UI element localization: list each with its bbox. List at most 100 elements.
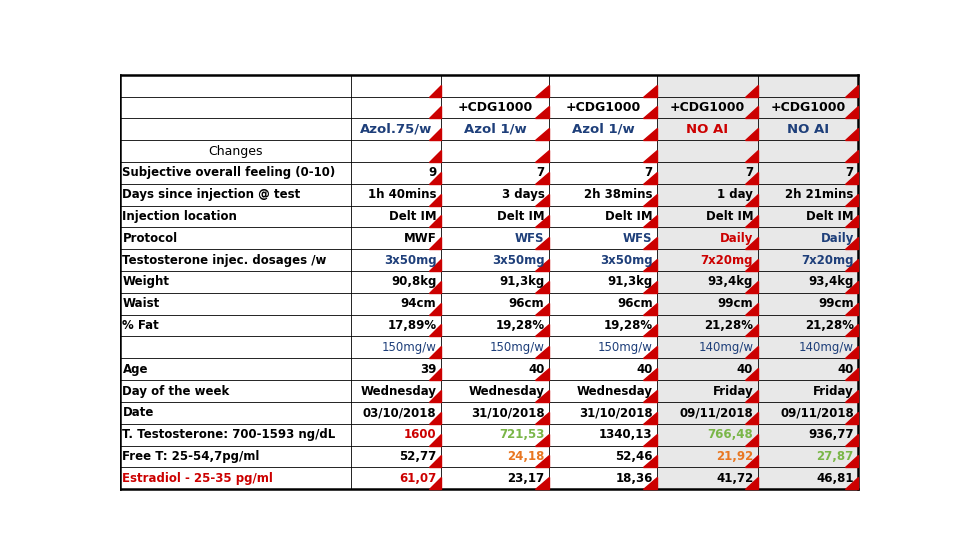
Polygon shape: [534, 302, 549, 315]
Text: Estradiol - 25-35 pg/ml: Estradiol - 25-35 pg/ml: [122, 472, 273, 485]
Polygon shape: [429, 346, 440, 358]
Text: 936,77: 936,77: [807, 428, 853, 441]
Text: 1340,13: 1340,13: [599, 428, 652, 441]
Text: 150mg/w: 150mg/w: [489, 341, 544, 354]
Text: 3x50mg: 3x50mg: [600, 253, 652, 267]
Polygon shape: [534, 194, 549, 205]
Polygon shape: [534, 455, 549, 468]
Text: 39: 39: [420, 363, 436, 376]
Polygon shape: [744, 237, 757, 250]
Polygon shape: [845, 302, 857, 315]
Text: NO AI: NO AI: [685, 123, 727, 136]
Text: MWF: MWF: [404, 232, 436, 245]
Text: 91,3kg: 91,3kg: [606, 275, 652, 289]
Text: 2h 38mins: 2h 38mins: [583, 188, 652, 201]
Text: 96cm: 96cm: [508, 298, 544, 310]
Text: +CDG1000: +CDG1000: [669, 101, 744, 114]
Polygon shape: [429, 281, 440, 293]
Text: 24,18: 24,18: [506, 450, 544, 463]
Polygon shape: [642, 150, 656, 162]
Text: +CDG1000: +CDG1000: [770, 101, 845, 114]
Text: Wednesday: Wednesday: [576, 385, 652, 397]
Polygon shape: [429, 172, 440, 184]
Polygon shape: [429, 237, 440, 250]
Text: 7: 7: [845, 166, 853, 179]
Text: Protocol: Protocol: [122, 232, 178, 245]
Text: 09/11/2018: 09/11/2018: [678, 406, 752, 420]
Text: 40: 40: [736, 363, 752, 376]
Polygon shape: [534, 390, 549, 402]
Polygon shape: [429, 259, 440, 271]
Text: +CDG1000: +CDG1000: [456, 101, 532, 114]
Text: Daily: Daily: [820, 232, 853, 245]
Text: 7x20mg: 7x20mg: [700, 253, 752, 267]
Polygon shape: [845, 346, 857, 358]
Text: 52,77: 52,77: [399, 450, 436, 463]
Polygon shape: [845, 128, 857, 140]
Text: Delt IM: Delt IM: [604, 210, 652, 223]
Polygon shape: [534, 346, 549, 358]
Text: 21,28%: 21,28%: [703, 319, 752, 332]
Polygon shape: [642, 107, 656, 118]
Text: 03/10/2018: 03/10/2018: [362, 406, 436, 420]
Polygon shape: [429, 477, 440, 489]
Text: Changes: Changes: [209, 145, 262, 157]
Text: 7: 7: [644, 166, 652, 179]
Polygon shape: [845, 172, 857, 184]
Text: 31/10/2018: 31/10/2018: [470, 406, 544, 420]
Polygon shape: [534, 368, 549, 380]
Text: 3 days: 3 days: [501, 188, 544, 201]
Polygon shape: [845, 390, 857, 402]
Text: Injection location: Injection location: [122, 210, 237, 223]
Polygon shape: [744, 128, 757, 140]
Polygon shape: [744, 302, 757, 315]
Polygon shape: [845, 237, 857, 250]
Polygon shape: [534, 281, 549, 293]
Polygon shape: [744, 325, 757, 337]
Text: Daily: Daily: [719, 232, 752, 245]
Text: 61,07: 61,07: [399, 472, 436, 485]
Polygon shape: [845, 412, 857, 424]
Text: % Fat: % Fat: [122, 319, 160, 332]
Polygon shape: [642, 325, 656, 337]
Polygon shape: [744, 259, 757, 271]
Polygon shape: [744, 455, 757, 468]
Text: Day of the week: Day of the week: [122, 385, 230, 397]
Polygon shape: [534, 128, 549, 140]
Text: 150mg/w: 150mg/w: [382, 341, 436, 354]
Polygon shape: [642, 455, 656, 468]
Polygon shape: [429, 150, 440, 162]
Polygon shape: [534, 412, 549, 424]
Text: 52,46: 52,46: [614, 450, 652, 463]
Text: 19,28%: 19,28%: [603, 319, 652, 332]
Text: Azol 1/w: Azol 1/w: [463, 123, 526, 136]
Text: Age: Age: [122, 363, 148, 376]
Polygon shape: [845, 455, 857, 468]
Text: 7: 7: [536, 166, 544, 179]
Polygon shape: [845, 84, 857, 97]
Polygon shape: [845, 433, 857, 445]
FancyBboxPatch shape: [656, 75, 757, 489]
Polygon shape: [429, 390, 440, 402]
Text: Delt IM: Delt IM: [388, 210, 436, 223]
Text: 21,92: 21,92: [715, 450, 752, 463]
Polygon shape: [642, 368, 656, 380]
Text: 93,4kg: 93,4kg: [707, 275, 752, 289]
Polygon shape: [642, 172, 656, 184]
Text: 21,28%: 21,28%: [804, 319, 853, 332]
Polygon shape: [429, 302, 440, 315]
Text: 1h 40mins: 1h 40mins: [367, 188, 436, 201]
Text: Waist: Waist: [122, 298, 160, 310]
Polygon shape: [845, 325, 857, 337]
Polygon shape: [534, 215, 549, 227]
Text: 140mg/w: 140mg/w: [698, 341, 752, 354]
Polygon shape: [642, 128, 656, 140]
Polygon shape: [744, 477, 757, 489]
Text: 93,4kg: 93,4kg: [807, 275, 853, 289]
Polygon shape: [429, 194, 440, 205]
Polygon shape: [744, 368, 757, 380]
Polygon shape: [845, 281, 857, 293]
Text: 150mg/w: 150mg/w: [597, 341, 652, 354]
Polygon shape: [642, 433, 656, 445]
Polygon shape: [642, 259, 656, 271]
